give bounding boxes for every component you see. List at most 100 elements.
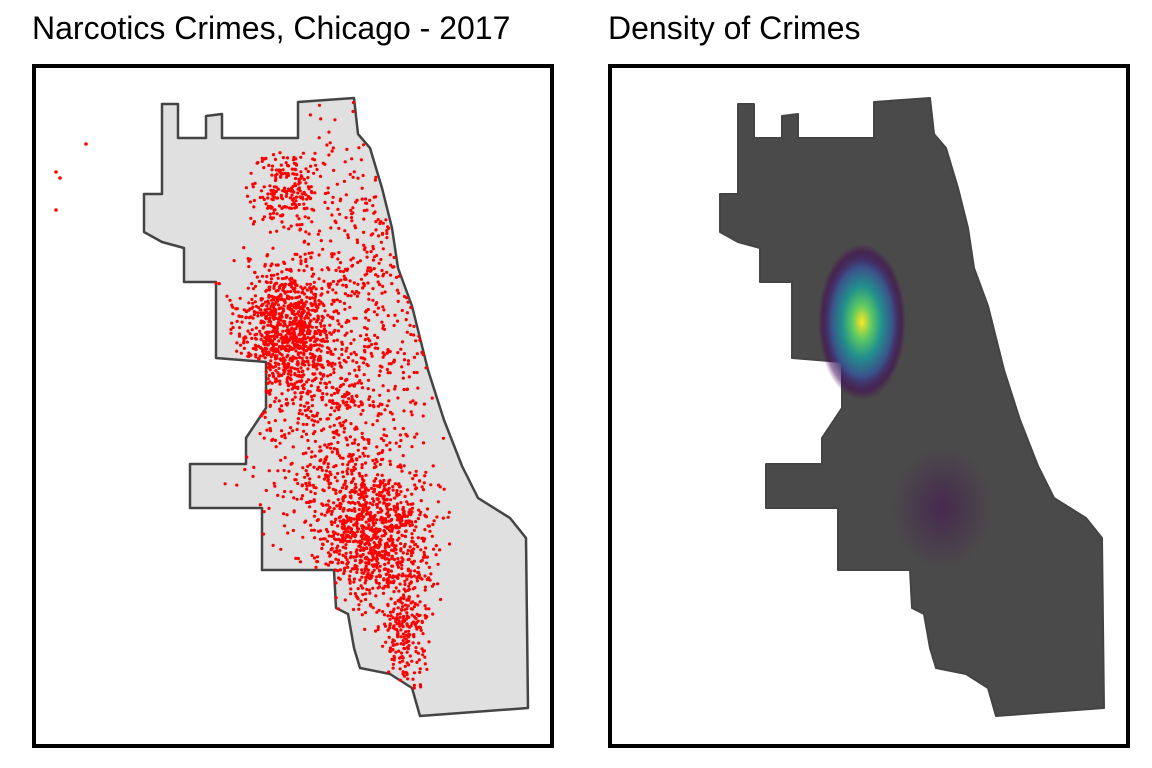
crime-point	[349, 454, 353, 458]
crime-point	[355, 427, 359, 431]
crime-point	[274, 310, 278, 314]
crime-point	[307, 446, 311, 450]
crime-point	[398, 444, 402, 449]
crime-point	[265, 304, 269, 308]
crime-point	[377, 585, 381, 589]
crime-point	[392, 504, 396, 508]
crime-point	[424, 607, 428, 611]
crime-point	[342, 566, 347, 571]
crime-point	[336, 544, 340, 548]
crime-point	[407, 512, 411, 516]
crime-point	[322, 327, 326, 331]
crime-point	[281, 307, 286, 311]
crime-point	[230, 321, 234, 325]
crime-point	[273, 307, 277, 312]
crime-point	[308, 463, 312, 467]
crime-point	[294, 199, 298, 203]
crime-point	[412, 574, 416, 578]
crime-point	[349, 569, 353, 573]
crime-point	[369, 250, 373, 254]
crime-point	[369, 604, 373, 608]
crime-point	[271, 315, 275, 319]
crime-point	[254, 332, 259, 336]
crime-point	[363, 556, 367, 560]
crime-point	[331, 279, 335, 284]
crime-point	[285, 335, 289, 339]
crime-point	[348, 490, 352, 494]
crime-point	[401, 672, 405, 676]
crime-point	[371, 606, 375, 610]
crime-point	[348, 305, 352, 309]
crime-point	[320, 344, 324, 348]
crime-point	[249, 171, 253, 175]
crime-point	[364, 310, 368, 314]
crime-point	[325, 336, 329, 340]
crime-point	[367, 438, 371, 442]
crime-point	[291, 429, 295, 433]
crime-point	[391, 485, 395, 489]
crime-point	[392, 557, 396, 562]
crime-point	[318, 343, 322, 347]
crime-point	[386, 568, 391, 572]
crime-point	[320, 292, 324, 296]
crime-point	[340, 347, 344, 351]
crime-point	[299, 366, 303, 370]
crime-point	[327, 130, 331, 134]
crime-point	[335, 504, 339, 508]
crime-point	[368, 198, 372, 202]
crime-point	[269, 309, 273, 313]
crime-point	[326, 465, 330, 469]
crime-point	[374, 557, 378, 561]
crime-point	[414, 339, 418, 343]
crime-point	[363, 246, 367, 250]
crime-point	[353, 224, 357, 228]
crime-point	[411, 399, 415, 403]
crime-point	[359, 334, 363, 338]
crime-point	[242, 346, 246, 350]
crime-point	[320, 314, 324, 318]
crime-point	[217, 282, 221, 286]
crime-point	[405, 296, 409, 300]
crime-point	[378, 490, 382, 495]
crime-point	[328, 399, 332, 404]
crime-point	[386, 314, 390, 318]
crime-point	[386, 225, 390, 229]
crime-point	[267, 373, 271, 378]
crime-point	[268, 404, 272, 408]
crime-point	[301, 151, 305, 155]
crime-point	[332, 371, 336, 375]
crime-point	[359, 534, 363, 538]
crime-point	[385, 229, 389, 233]
crime-point	[384, 434, 389, 438]
crime-point	[272, 325, 276, 329]
crime-point	[291, 341, 295, 345]
crime-point	[328, 554, 332, 558]
crime-point	[301, 386, 305, 390]
crime-point	[303, 252, 307, 256]
crime-point	[423, 585, 427, 589]
crime-point	[344, 527, 348, 531]
crime-point	[416, 517, 420, 521]
crime-point	[305, 487, 309, 491]
crime-point	[273, 331, 277, 335]
crime-point	[264, 331, 268, 335]
crime-point	[446, 515, 450, 519]
crime-point	[350, 534, 354, 538]
crime-point	[286, 375, 290, 379]
crime-point	[417, 641, 421, 645]
crime-point	[349, 258, 353, 262]
crime-point	[411, 600, 415, 604]
crime-point	[276, 493, 280, 497]
crime-point	[302, 404, 307, 408]
crime-point	[299, 316, 303, 320]
crime-point	[420, 485, 424, 489]
crime-point	[414, 542, 418, 547]
crime-point	[374, 342, 378, 346]
crime-point	[366, 454, 370, 458]
crime-point	[418, 600, 422, 604]
crime-point	[310, 398, 314, 402]
crime-point	[283, 345, 287, 349]
crime-point	[291, 528, 295, 533]
crime-point	[282, 260, 286, 264]
crime-point	[403, 589, 408, 593]
